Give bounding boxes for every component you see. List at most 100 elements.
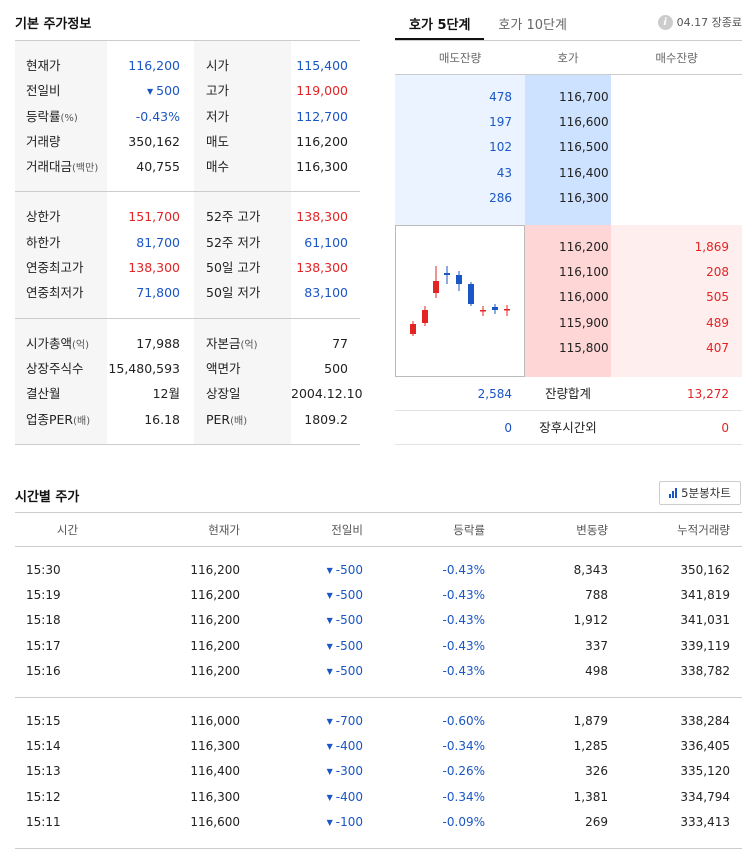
candle [504,309,510,311]
5min-chart-button[interactable]: 5분봉차트 [659,481,741,505]
value-low: 112,700 [296,108,348,124]
down-triangle-icon: ▼ [326,566,333,575]
mini-candle-chart [395,225,525,377]
row-time: 15:19 [26,588,61,603]
label-bid: 매수 [206,159,230,175]
tab-5-levels[interactable]: 호가 5단계 [395,6,485,40]
row-price: 116,300 [190,789,240,804]
time-price-title: 시간별 주가 [15,490,80,505]
row-price: 116,200 [190,638,240,653]
bid-volume: 1,869 [694,240,729,254]
down-triangle-icon: ▼ [326,742,333,752]
label-industry-per: 업종PER(배) [26,411,91,427]
row-delta-volume: 1,285 [573,739,608,754]
row-rate: -0.43% [442,613,485,628]
label-settlement-month: 결산월 [26,386,61,402]
value-par-value: 500 [324,360,348,376]
row-time: 15:18 [26,613,61,628]
bid-price: 116,000 [559,290,609,305]
orderbook-tabs: 호가 5단계 호가 10단계 i 04.17 장종료 [395,6,742,41]
ask-price: 116,400 [559,165,609,180]
label-per: PER(배) [206,411,248,427]
info-icon[interactable]: i [657,14,673,30]
time-table-group: 15:30 116,200 ▼ -500 -0.43% 8,343 350,162 15:19… [15,547,742,698]
table-row: 15:15 116,000 ▼ -700 -0.60% 1,879 338,284 [15,709,742,734]
basic-info-table: 현재가 전일비 등락률(%) 거래량 거래대금(백만) 116,200 ▼ 500… [15,40,363,445]
ask-volume-column: 478 197 102 43 286 [395,75,525,225]
value-listed-shares: 15,480,593 [108,360,180,376]
header-rate: 등락률 [453,523,485,537]
down-triangle-icon: ▼ [326,641,333,651]
table-row: 15:14 116,300 ▼ -400 -0.34% 1,285 336,405 [15,734,742,759]
label-50d-low: 50일 저가 [206,285,261,301]
ask-volume: 197 [489,115,512,130]
label-current-price: 현재가 [26,58,61,73]
value-listing-date: 2004.12.10 [291,386,363,402]
table-row: 15:18 116,200 ▼ -500 -0.43% 1,912 341,031 [15,608,742,633]
ask-price: 116,300 [559,190,609,205]
row-time: 15:17 [26,638,61,653]
ask-price-column: 116,700 116,600 116,500 116,400 116,300 [525,75,611,225]
row-rate: -0.60% [442,713,485,728]
label-low: 저가 [206,108,230,124]
label-upper-limit: 상한가 [26,209,61,225]
total-bid-volume: 13,272 [687,387,729,401]
header-time: 시간 [56,523,79,537]
value-change: ▼ 500 [146,83,180,99]
row-change: ▼ -500 [326,638,363,653]
candle [468,284,474,304]
value-52w-low: 61,100 [304,234,348,250]
value-settlement-month: 12월 [152,386,180,402]
header-delta-volume: 변동량 [576,523,608,537]
row-cumulative-volume: 333,413 [680,814,730,829]
row-cumulative-volume: 338,782 [680,663,730,678]
candle [410,324,416,334]
market-status: i 04.17 장종료 [657,14,742,30]
row-delta-volume: 326 [585,764,608,779]
table-row: 15:16 116,200 ▼ -500 -0.43% 498 338,782 [15,659,742,684]
row-delta-volume: 337 [585,638,608,653]
value-bid: 116,300 [296,159,348,175]
row-change: ▼ -500 [326,663,363,678]
row-time: 15:16 [26,663,61,678]
tab-10-levels[interactable]: 호가 10단계 [498,18,567,33]
ask-volume: 478 [489,90,512,104]
time-table-group: 15:15 116,000 ▼ -700 -0.60% 1,879 338,284 15:14… [15,698,742,849]
orderbook-header: 매도잔량 호가 매수잔량 [395,41,742,75]
bid-volume: 505 [706,290,729,305]
row-time: 15:30 [26,563,61,577]
row-change: ▼ -500 [326,563,363,577]
down-triangle-icon: ▼ [326,616,333,626]
row-change: ▼ -400 [326,789,363,804]
header-price: 현재가 [208,523,240,537]
row-delta-volume: 498 [585,663,608,678]
time-table-header: 시간 현재가 전일비 등락률 변동량 누적거래량 [15,513,742,547]
label-52w-low: 52주 저가 [206,234,261,250]
label-listing-date: 상장일 [206,386,241,402]
header-ask-volume: 매도잔량 [438,51,482,65]
candle [433,281,439,293]
row-delta-volume: 1,879 [573,713,608,728]
info-block-company: 시가총액(억) 상장주식수 결산월 업종PER(배) 17,988 15,480… [15,318,363,445]
table-row: 15:13 116,400 ▼ -300 -0.26% 326 335,120 [15,759,742,784]
value-50d-low: 83,100 [304,285,348,301]
row-cumulative-volume: 341,031 [680,613,730,628]
row-change: ▼ -500 [326,588,363,603]
basic-info-title: 기본 주가정보 [15,17,92,32]
row-cumulative-volume: 341,819 [680,588,730,603]
ask-volume: 102 [489,140,512,155]
row-rate: -0.43% [442,563,485,577]
value-current-price: 116,200 [128,58,180,73]
value-upper-limit: 151,700 [128,209,180,225]
row-change: ▼ -400 [326,739,363,754]
candle [480,310,486,312]
ask-section: 478 197 102 43 286 116,700 116,600 116,500 116,… [395,75,742,225]
after-hours-bid: 0 [721,421,729,435]
row-cumulative-volume: 338,284 [680,713,730,728]
label-52w-high: 52주 고가 [206,209,261,225]
ask-volume: 286 [489,190,512,205]
after-hours-ask: 0 [504,421,512,435]
total-ask-volume: 2,584 [477,387,512,401]
bid-volume: 489 [706,315,729,330]
bid-price: 116,200 [559,240,609,254]
